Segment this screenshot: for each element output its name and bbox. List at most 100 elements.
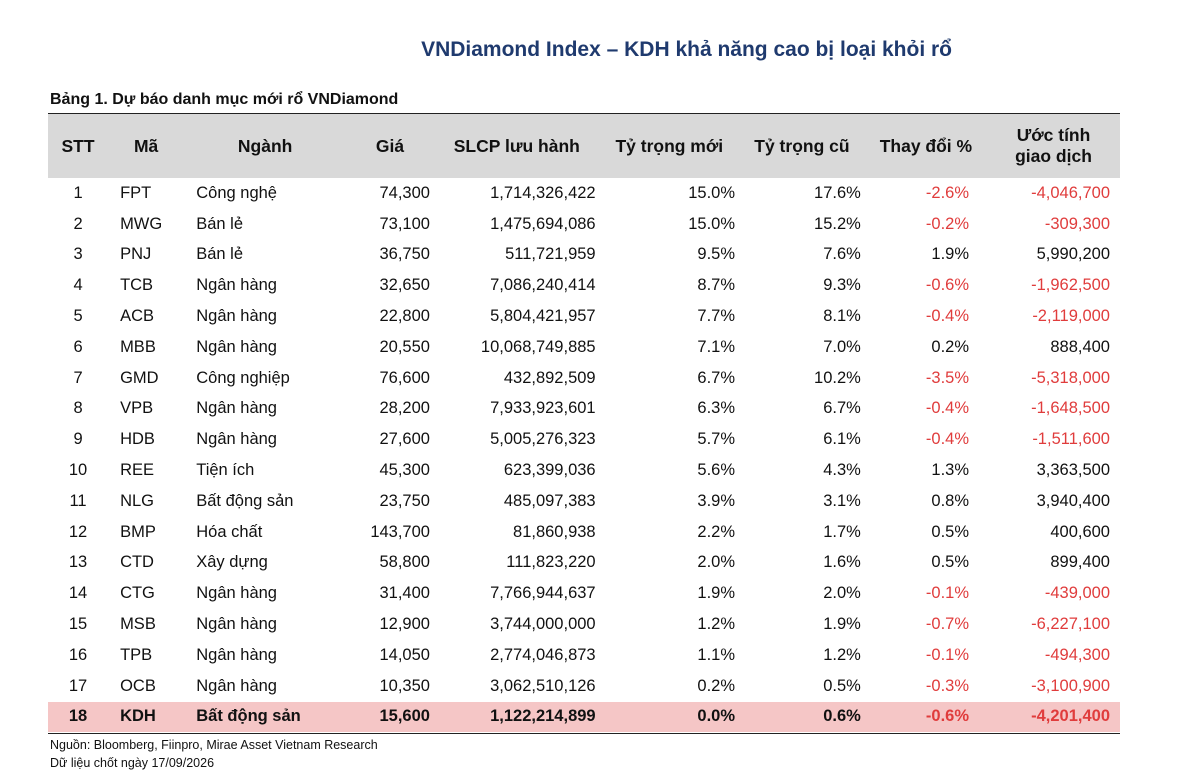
cell-ma: TCB [120,276,154,295]
cell-thay-doi: -0.1% [925,584,970,603]
cell-ty-trong-cu: 8.1% [823,307,861,326]
cell-thay-doi: 0.8% [931,491,970,510]
cell-slcp: 623,399,036 [503,461,596,480]
table-row: 16 TPB Ngân hàng 14,050 2,774,046,873 1.1% 1.2… [48,640,1120,671]
cell-stt: 7 [73,368,83,387]
cell-slcp: 5,804,421,957 [490,307,596,326]
cell-gia: 143,700 [370,522,430,541]
cell-nganh: Ngân hàng [196,676,277,695]
cell-ty-trong-moi: 0.0% [697,707,736,726]
cell-ma: ACB [120,307,154,326]
cell-ty-trong-cu: 15.2% [814,214,861,233]
cell-uoc-tinh: -1,511,600 [1032,430,1110,449]
cell-gia: 14,050 [379,645,430,664]
table-row: 9 HDB Ngân hàng 27,600 5,005,276,323 5.7% 6.1%… [48,424,1120,455]
cell-stt: 8 [73,399,83,418]
cell-stt: 11 [69,491,87,510]
cell-ty-trong-cu: 6.7% [823,399,861,418]
cell-ma: NLG [120,491,154,510]
cell-stt: 15 [68,615,88,634]
cell-thay-doi: -0.4% [925,399,970,418]
cell-stt: 3 [73,245,83,264]
cell-ty-trong-moi: 15.0% [688,183,736,202]
cell-stt: 4 [73,276,83,295]
cell-nganh: Công nghệ [196,183,277,202]
cell-slcp: 511,721,959 [505,245,596,264]
table-row: 3 PNJ Bán lẻ 36,750 511,721,959 9.5% 7.6% 1.9% 5… [48,240,1120,271]
cell-nganh: Ngân hàng [196,645,277,664]
cell-ma: KDH [120,707,156,726]
cell-nganh: Tiện ích [196,461,255,480]
cell-ty-trong-moi: 9.5% [697,245,736,264]
cell-nganh: Ngân hàng [196,584,277,603]
table-row: 15 MSB Ngân hàng 12,900 3,744,000,000 1.2% 1.9… [48,609,1120,640]
cell-stt: 12 [68,522,88,541]
cell-uoc-tinh: -3,100,900 [1031,676,1110,695]
cell-gia: 10,350 [379,676,430,695]
cell-ty-trong-moi: 6.7% [697,368,736,387]
cell-stt: 14 [68,584,88,603]
cell-nganh: Bất động sản [196,707,301,726]
cell-uoc-tinh: -494,300 [1044,645,1110,664]
cell-ty-trong-moi: 1.2% [697,615,736,634]
cell-nganh: Hóa chất [196,522,263,541]
table-row: 10 REE Tiện ích 45,300 623,399,036 5.6% 4.3% 1.… [48,455,1120,486]
table-row: 2 MWG Bán lẻ 73,100 1,475,694,086 15.0% 15.2% -… [48,209,1120,240]
table-row: 18 KDH Bất động sản 15,600 1,122,214,899 0.0%… [48,701,1120,733]
cell-ty-trong-cu: 1.9% [823,615,861,634]
cell-ma: CTD [120,553,154,572]
cell-uoc-tinh: -6,227,100 [1031,615,1110,634]
cell-thay-doi: -0.7% [925,615,970,634]
cell-ma: REE [120,461,154,480]
cell-gia: 58,800 [379,553,430,572]
cell-ma: MWG [120,214,163,233]
cell-slcp: 2,774,046,873 [490,645,596,664]
cell-ty-trong-cu: 10.2% [814,368,861,387]
cell-nganh: Ngân hàng [196,337,277,356]
cell-ty-trong-moi: 15.0% [688,214,736,233]
cell-gia: 22,800 [379,307,430,326]
cell-ty-trong-cu: 6.1% [823,430,861,449]
table-row: 13 CTD Xây dựng 58,800 111,823,220 2.0% 1.6% 0.… [48,548,1120,579]
source-note: Nguồn: Bloomberg, Fiinpro, Mirae Asset V… [50,738,378,752]
cell-gia: 74,300 [379,183,430,202]
cell-stt: 9 [73,430,83,449]
table-row: 1 FPT Công nghệ 74,300 1,714,326,422 15.0% 17.… [48,178,1120,209]
cell-ty-trong-cu: 17.6% [814,183,861,202]
cell-ty-trong-cu: 9.3% [823,276,861,295]
cell-ty-trong-cu: 4.3% [823,461,861,480]
cell-ty-trong-moi: 5.7% [697,430,736,449]
cell-ty-trong-moi: 3.9% [697,491,736,510]
cell-gia: 31,400 [379,584,430,603]
cell-nganh: Ngân hàng [196,399,277,418]
cell-uoc-tinh: -1,962,500 [1031,276,1110,295]
table-header-row: STT Mã Ngành Giá SLCP lưu hành Tỷ trọng … [48,114,1120,178]
cell-gia: 23,750 [379,491,430,510]
cell-nganh: Ngân hàng [196,276,277,295]
cell-thay-doi: -0.6% [925,707,970,726]
cell-uoc-tinh: -2,119,000 [1032,307,1110,326]
cell-ty-trong-cu: 2.0% [823,584,861,603]
cell-gia: 45,300 [379,461,430,480]
cell-ma: CTG [120,584,155,603]
cell-nganh: Ngân hàng [196,307,277,326]
page-title: VNDiamond Index – KDH khả năng cao bị lo… [421,38,952,61]
cell-gia: 28,200 [379,399,430,418]
cell-ty-trong-moi: 2.2% [697,522,736,541]
cell-stt: 16 [68,645,88,664]
cell-ma: BMP [120,522,156,541]
table-body: 1 FPT Công nghệ 74,300 1,714,326,422 15.0% 17.… [48,178,1120,733]
date-note: Dữ liệu chốt ngày 17/09/2026 [50,756,215,770]
cell-ty-trong-moi: 5.6% [697,461,736,480]
cell-stt: 6 [73,337,83,356]
cell-ty-trong-moi: 7.1% [697,337,736,356]
cell-slcp: 1,475,694,086 [490,214,596,233]
table-row: 5 ACB Ngân hàng 22,800 5,804,421,957 7.7% 8.1%… [48,301,1120,332]
cell-stt: 17 [68,676,88,695]
cell-ma: PNJ [120,245,152,264]
col-header-ma: Mã [133,135,159,156]
cell-ty-trong-moi: 6.3% [697,399,736,418]
cell-uoc-tinh: 5,990,200 [1036,245,1110,264]
cell-slcp: 7,933,923,601 [490,399,596,418]
col-header-uoc-tinh-line2: giao dịch [1015,146,1092,166]
